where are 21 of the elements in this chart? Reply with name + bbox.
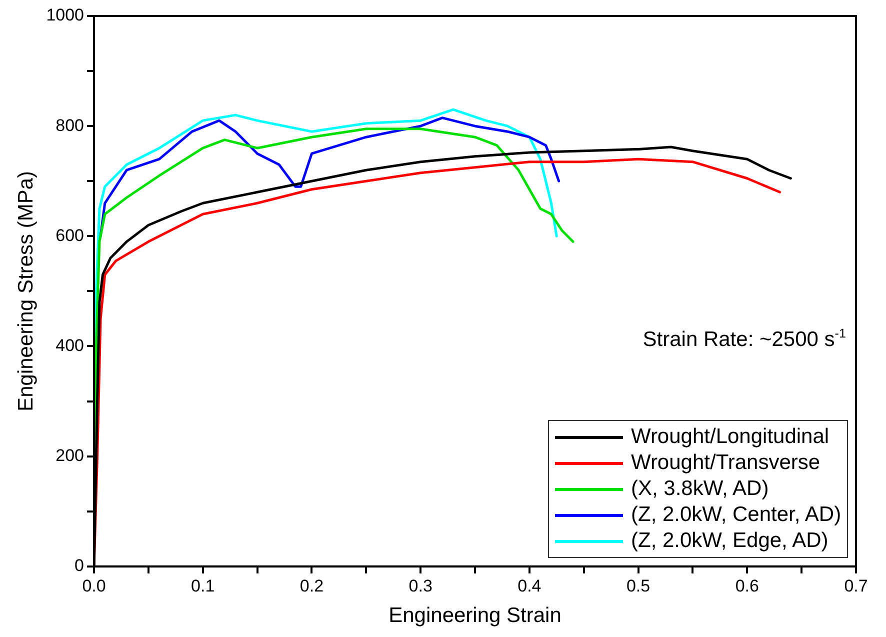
y-tick-label: 800 [56,116,84,135]
y-tick-label: 400 [56,336,84,355]
legend-label: (X, 3.8kW, AD) [631,476,769,502]
x-tick-label: 0.1 [191,576,215,596]
y-tick-label: 200 [56,446,84,466]
x-tick-label: 0.0 [82,576,106,596]
x-tick-label: 0.3 [408,576,432,596]
legend-label: (Z, 2.0kW, Edge, AD) [631,528,828,554]
x-axis-title: Engineering Strain [388,604,562,628]
x-tick-label: 0.2 [300,576,324,596]
x-tick-label: 0.4 [518,576,542,596]
y-axis-title: Engineering Stress (MPa) [14,170,38,412]
y-tick-label: 600 [56,226,84,245]
y-tick-label: 1000 [46,6,84,25]
x-tick-label: 0.5 [626,576,650,596]
legend-label: (Z, 2.0kW, Center, AD) [631,502,842,528]
x-tick-label: 0.6 [735,576,759,596]
y-tick-label: 0 [74,556,84,576]
legend-label: Wrought/Transverse [631,450,820,476]
legend-label: Wrought/Longitudinal [631,424,830,450]
x-tick-label: 0.7 [844,576,868,596]
